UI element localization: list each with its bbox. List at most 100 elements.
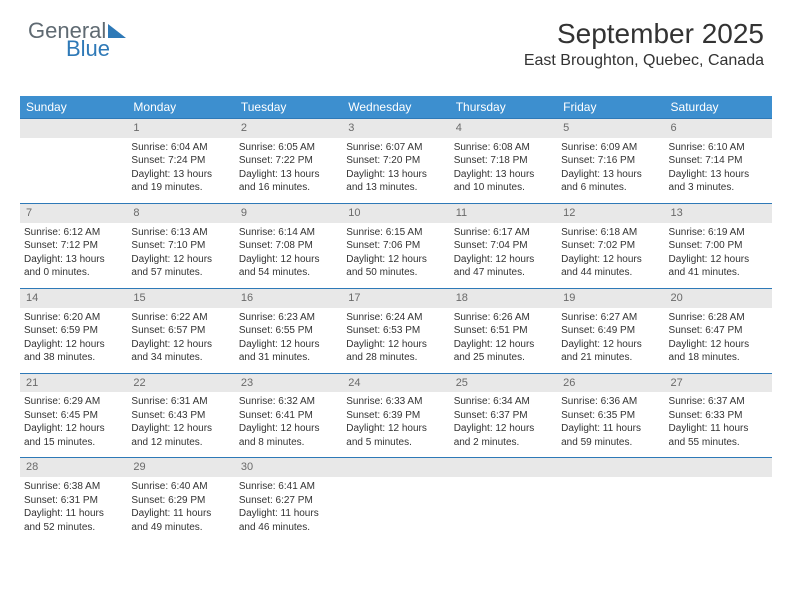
- day-cell: Sunrise: 6:04 AMSunset: 7:24 PMDaylight:…: [127, 138, 234, 204]
- dl1-text: Daylight: 12 hours: [669, 338, 768, 352]
- dl2-text: and 15 minutes.: [24, 436, 123, 450]
- day-number-cell: 4: [450, 119, 557, 138]
- location-label: East Broughton, Quebec, Canada: [524, 52, 764, 70]
- day-cell: Sunrise: 6:32 AMSunset: 6:41 PMDaylight:…: [235, 392, 342, 458]
- dl2-text: and 49 minutes.: [131, 521, 230, 535]
- sunset-text: Sunset: 6:43 PM: [131, 409, 230, 423]
- dl2-text: and 21 minutes.: [561, 351, 660, 365]
- dl2-text: and 57 minutes.: [131, 266, 230, 280]
- day-cell: Sunrise: 6:13 AMSunset: 7:10 PMDaylight:…: [127, 223, 234, 289]
- sunset-text: Sunset: 7:14 PM: [669, 154, 768, 168]
- day-number-cell: 18: [450, 288, 557, 307]
- sunrise-text: Sunrise: 6:41 AM: [239, 480, 338, 494]
- dl1-text: Daylight: 11 hours: [561, 422, 660, 436]
- dl2-text: and 31 minutes.: [239, 351, 338, 365]
- day-cell: [557, 477, 664, 542]
- sunrise-text: Sunrise: 6:33 AM: [346, 395, 445, 409]
- sunset-text: Sunset: 7:20 PM: [346, 154, 445, 168]
- sunset-text: Sunset: 7:00 PM: [669, 239, 768, 253]
- sunrise-text: Sunrise: 6:23 AM: [239, 311, 338, 325]
- dl1-text: Daylight: 12 hours: [131, 253, 230, 267]
- day-number-cell: 29: [127, 458, 234, 477]
- calendar-table: Sunday Monday Tuesday Wednesday Thursday…: [20, 96, 772, 542]
- day-number-cell: 23: [235, 373, 342, 392]
- sunrise-text: Sunrise: 6:31 AM: [131, 395, 230, 409]
- day-cell: Sunrise: 6:20 AMSunset: 6:59 PMDaylight:…: [20, 308, 127, 374]
- sunrise-text: Sunrise: 6:13 AM: [131, 226, 230, 240]
- day-number-cell: 14: [20, 288, 127, 307]
- dl1-text: Daylight: 12 hours: [346, 253, 445, 267]
- daynum-row: 21222324252627: [20, 373, 772, 392]
- sunset-text: Sunset: 7:22 PM: [239, 154, 338, 168]
- day-number-cell: 2: [235, 119, 342, 138]
- header-right: September 2025 East Broughton, Quebec, C…: [524, 18, 764, 70]
- day-cell: Sunrise: 6:37 AMSunset: 6:33 PMDaylight:…: [665, 392, 772, 458]
- sunrise-text: Sunrise: 6:04 AM: [131, 141, 230, 155]
- content-row: Sunrise: 6:20 AMSunset: 6:59 PMDaylight:…: [20, 308, 772, 374]
- dl2-text: and 25 minutes.: [454, 351, 553, 365]
- dl1-text: Daylight: 12 hours: [239, 338, 338, 352]
- day-cell: Sunrise: 6:24 AMSunset: 6:53 PMDaylight:…: [342, 308, 449, 374]
- dl1-text: Daylight: 12 hours: [24, 338, 123, 352]
- day-number-cell: 13: [665, 203, 772, 222]
- dl2-text: and 55 minutes.: [669, 436, 768, 450]
- sunrise-text: Sunrise: 6:14 AM: [239, 226, 338, 240]
- day-number-cell: 7: [20, 203, 127, 222]
- dl1-text: Daylight: 13 hours: [669, 168, 768, 182]
- sunrise-text: Sunrise: 6:37 AM: [669, 395, 768, 409]
- sunset-text: Sunset: 6:51 PM: [454, 324, 553, 338]
- day-number-cell: 3: [342, 119, 449, 138]
- sunrise-text: Sunrise: 6:29 AM: [24, 395, 123, 409]
- dl2-text: and 19 minutes.: [131, 181, 230, 195]
- day-number-cell: 1: [127, 119, 234, 138]
- day-number-cell: 27: [665, 373, 772, 392]
- sunset-text: Sunset: 6:27 PM: [239, 494, 338, 508]
- daynum-row: 78910111213: [20, 203, 772, 222]
- sunrise-text: Sunrise: 6:09 AM: [561, 141, 660, 155]
- day-number-cell: 17: [342, 288, 449, 307]
- sunset-text: Sunset: 6:49 PM: [561, 324, 660, 338]
- dl1-text: Daylight: 12 hours: [669, 253, 768, 267]
- day-cell: Sunrise: 6:08 AMSunset: 7:18 PMDaylight:…: [450, 138, 557, 204]
- day-cell: Sunrise: 6:28 AMSunset: 6:47 PMDaylight:…: [665, 308, 772, 374]
- sunrise-text: Sunrise: 6:17 AM: [454, 226, 553, 240]
- dl1-text: Daylight: 12 hours: [131, 422, 230, 436]
- dl1-text: Daylight: 12 hours: [454, 338, 553, 352]
- dl1-text: Daylight: 11 hours: [239, 507, 338, 521]
- day-cell: [20, 138, 127, 204]
- sunrise-text: Sunrise: 6:28 AM: [669, 311, 768, 325]
- day-cell: Sunrise: 6:22 AMSunset: 6:57 PMDaylight:…: [127, 308, 234, 374]
- day-cell: Sunrise: 6:33 AMSunset: 6:39 PMDaylight:…: [342, 392, 449, 458]
- dl2-text: and 0 minutes.: [24, 266, 123, 280]
- dl1-text: Daylight: 13 hours: [346, 168, 445, 182]
- dl2-text: and 2 minutes.: [454, 436, 553, 450]
- sunset-text: Sunset: 7:06 PM: [346, 239, 445, 253]
- day-number-cell: [665, 458, 772, 477]
- page-title: September 2025: [524, 18, 764, 50]
- day-cell: Sunrise: 6:18 AMSunset: 7:02 PMDaylight:…: [557, 223, 664, 289]
- day-number-cell: 21: [20, 373, 127, 392]
- day-cell: [450, 477, 557, 542]
- day-number-cell: 24: [342, 373, 449, 392]
- sunset-text: Sunset: 7:02 PM: [561, 239, 660, 253]
- sunset-text: Sunset: 6:59 PM: [24, 324, 123, 338]
- dl1-text: Daylight: 11 hours: [131, 507, 230, 521]
- dl1-text: Daylight: 13 hours: [454, 168, 553, 182]
- dl2-text: and 28 minutes.: [346, 351, 445, 365]
- day-cell: Sunrise: 6:17 AMSunset: 7:04 PMDaylight:…: [450, 223, 557, 289]
- day-number-cell: 11: [450, 203, 557, 222]
- dl1-text: Daylight: 12 hours: [346, 422, 445, 436]
- sunset-text: Sunset: 6:37 PM: [454, 409, 553, 423]
- day-cell: Sunrise: 6:09 AMSunset: 7:16 PMDaylight:…: [557, 138, 664, 204]
- sunset-text: Sunset: 6:55 PM: [239, 324, 338, 338]
- dl2-text: and 52 minutes.: [24, 521, 123, 535]
- weekday-header: Wednesday: [342, 96, 449, 119]
- dl1-text: Daylight: 12 hours: [454, 422, 553, 436]
- sunset-text: Sunset: 6:33 PM: [669, 409, 768, 423]
- sunset-text: Sunset: 7:12 PM: [24, 239, 123, 253]
- sunrise-text: Sunrise: 6:34 AM: [454, 395, 553, 409]
- dl2-text: and 16 minutes.: [239, 181, 338, 195]
- day-number-cell: [450, 458, 557, 477]
- sunrise-text: Sunrise: 6:05 AM: [239, 141, 338, 155]
- day-number-cell: 8: [127, 203, 234, 222]
